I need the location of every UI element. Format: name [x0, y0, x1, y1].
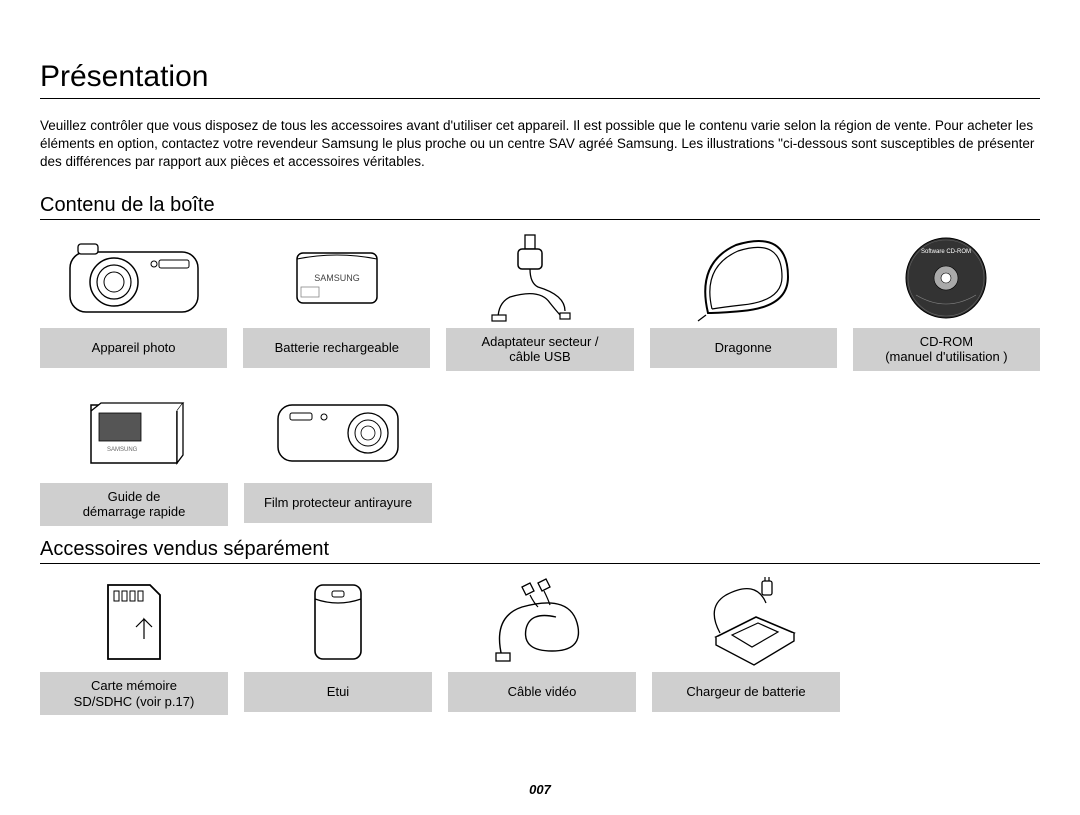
videocable-icon	[448, 572, 636, 672]
quickguide-icon: SAMSUNG	[40, 383, 228, 483]
box-row-2: SAMSUNG Guide de démarrage rapide Film p…	[40, 383, 1040, 526]
caption-line2: (manuel d'utilisation )	[885, 349, 1007, 365]
sdcard-icon	[40, 572, 228, 672]
caption: Batterie rechargeable	[243, 328, 430, 368]
item-film: Film protecteur antirayure	[244, 383, 432, 526]
caption: Câble vidéo	[448, 672, 636, 712]
caption-line2: câble USB	[509, 349, 570, 365]
caption-line1: Film protecteur antirayure	[264, 495, 412, 511]
svg-text:SAMSUNG: SAMSUNG	[107, 447, 138, 453]
cdrom-icon: Software CD-ROM	[853, 228, 1040, 328]
item-quickguide: SAMSUNG Guide de démarrage rapide	[40, 383, 228, 526]
section-accessories-title: Accessoires vendus séparément	[40, 538, 1040, 564]
caption: Carte mémoire SD/SDHC (voir p.17)	[40, 672, 228, 715]
svg-text:Software CD-ROM: Software CD-ROM	[921, 249, 971, 255]
caption: Etui	[244, 672, 432, 712]
item-cdrom: Software CD-ROM CD-ROM (manuel d'utilisa…	[853, 228, 1040, 371]
accessories-row: Carte mémoire SD/SDHC (voir p.17) Etui	[40, 572, 1040, 715]
box-row-1: Appareil photo SAMSUNG Batterie recharge…	[40, 228, 1040, 371]
caption-line1: Batterie rechargeable	[275, 340, 399, 356]
case-icon	[244, 572, 432, 672]
intro-paragraph: Veuillez contrôler que vous disposez de …	[40, 117, 1040, 172]
caption: Dragonne	[650, 328, 837, 368]
caption: Guide de démarrage rapide	[40, 483, 228, 526]
item-camera: Appareil photo	[40, 228, 227, 371]
page-title: Présentation	[40, 60, 1040, 99]
section-box-title: Contenu de la boîte	[40, 194, 1040, 220]
caption-line1: Etui	[327, 684, 349, 700]
item-charger: Chargeur de batterie	[652, 572, 840, 715]
strap-icon	[650, 228, 837, 328]
page-number: 007	[529, 782, 551, 797]
item-sdcard: Carte mémoire SD/SDHC (voir p.17)	[40, 572, 228, 715]
caption: Film protecteur antirayure	[244, 483, 432, 523]
caption-line1: Carte mémoire	[91, 678, 177, 694]
item-videocable: Câble vidéo	[448, 572, 636, 715]
svg-text:SAMSUNG: SAMSUNG	[314, 273, 360, 283]
adapter-usb-icon	[446, 228, 633, 328]
caption-line2: SD/SDHC (voir p.17)	[74, 694, 195, 710]
caption-line1: Adaptateur secteur /	[481, 334, 598, 350]
item-adapter: Adaptateur secteur / câble USB	[446, 228, 633, 371]
item-case: Etui	[244, 572, 432, 715]
caption-line2: démarrage rapide	[83, 504, 186, 520]
item-strap: Dragonne	[650, 228, 837, 371]
caption-line1: Câble vidéo	[508, 684, 577, 700]
caption: Appareil photo	[40, 328, 227, 368]
item-battery: SAMSUNG Batterie rechargeable	[243, 228, 430, 371]
caption: Chargeur de batterie	[652, 672, 840, 712]
caption-line1: Chargeur de batterie	[686, 684, 805, 700]
caption-line1: Guide de	[108, 489, 161, 505]
battery-icon: SAMSUNG	[243, 228, 430, 328]
caption-line1: Appareil photo	[92, 340, 176, 356]
film-icon	[244, 383, 432, 483]
caption-line1: CD-ROM	[920, 334, 973, 350]
caption-line1: Dragonne	[715, 340, 772, 356]
caption: CD-ROM (manuel d'utilisation )	[853, 328, 1040, 371]
camera-icon	[40, 228, 227, 328]
caption: Adaptateur secteur / câble USB	[446, 328, 633, 371]
charger-icon	[652, 572, 840, 672]
